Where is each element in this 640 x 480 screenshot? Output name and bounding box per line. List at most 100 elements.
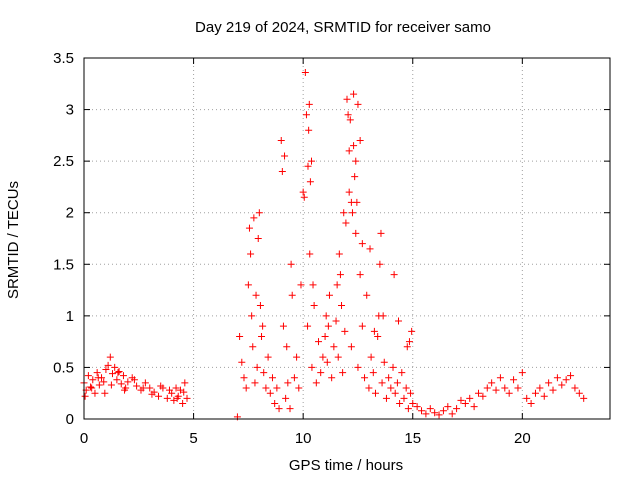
data-point	[366, 245, 374, 253]
data-point	[422, 410, 430, 418]
data-point	[88, 384, 96, 392]
data-point	[363, 291, 371, 299]
data-point	[305, 100, 313, 108]
data-point	[173, 394, 181, 402]
data-point	[376, 260, 384, 268]
data-point	[353, 198, 361, 206]
data-point	[324, 322, 332, 330]
data-point	[361, 374, 369, 382]
data-point	[130, 376, 138, 384]
data-point	[315, 338, 323, 346]
data-point	[345, 188, 353, 196]
data-point	[396, 400, 404, 408]
data-point	[404, 405, 412, 413]
data-point	[342, 219, 350, 227]
data-point	[400, 394, 408, 402]
data-point	[148, 390, 156, 398]
data-point	[571, 384, 579, 392]
data-point	[264, 353, 272, 361]
data-point	[179, 400, 187, 408]
data-point	[448, 410, 456, 418]
data-point	[244, 281, 252, 289]
data-point	[319, 353, 327, 361]
data-point	[496, 374, 504, 382]
data-point	[302, 111, 310, 119]
data-point	[236, 332, 244, 340]
data-point	[333, 281, 341, 289]
data-point	[347, 343, 355, 351]
y-tick-label: 1.5	[53, 256, 74, 273]
data-point	[275, 405, 283, 413]
data-point	[575, 389, 583, 397]
data-point	[146, 384, 154, 392]
data-point	[93, 369, 101, 377]
plot-frame	[83, 57, 611, 420]
x-axis-label: GPS time / hours	[289, 457, 403, 474]
data-point	[505, 389, 513, 397]
data-point	[435, 411, 443, 419]
data-point	[94, 374, 102, 382]
data-point	[321, 332, 329, 340]
data-point	[356, 137, 364, 145]
data-point	[100, 378, 108, 386]
data-point	[87, 383, 95, 391]
data-point	[369, 369, 377, 377]
data-point	[345, 147, 353, 155]
data-point	[304, 322, 312, 330]
data-points	[80, 68, 588, 421]
data-point	[380, 358, 388, 366]
data-point	[306, 178, 314, 186]
data-point	[141, 379, 149, 387]
x-tick-label: 0	[80, 430, 88, 447]
data-point	[389, 363, 397, 371]
chart-title: Day 219 of 2024, SRMTID for receiver sam…	[195, 19, 491, 36]
data-point	[106, 353, 114, 361]
data-point	[242, 384, 250, 392]
data-point	[286, 405, 294, 413]
data-point	[470, 403, 478, 411]
data-point	[562, 376, 570, 384]
data-point	[439, 407, 447, 415]
data-point	[466, 394, 474, 402]
data-point	[367, 353, 375, 361]
data-point	[352, 229, 360, 237]
data-point	[370, 327, 378, 335]
data-point	[540, 392, 548, 400]
data-point	[308, 363, 316, 371]
data-point	[523, 394, 531, 402]
data-point	[139, 384, 147, 392]
data-point	[293, 353, 301, 361]
data-point	[336, 271, 344, 279]
data-point	[165, 386, 173, 394]
data-point	[288, 291, 296, 299]
data-point	[387, 384, 395, 392]
data-point	[350, 90, 358, 98]
data-point	[344, 111, 352, 119]
data-point	[343, 95, 351, 103]
data-point	[377, 229, 385, 237]
data-point	[309, 281, 317, 289]
data-point	[378, 379, 386, 387]
data-point	[518, 369, 526, 377]
data-point	[163, 394, 171, 402]
data-point	[107, 381, 115, 389]
data-point	[352, 157, 360, 165]
data-point	[299, 188, 307, 196]
data-point	[488, 379, 496, 387]
data-point	[402, 384, 410, 392]
grid-lines	[84, 58, 610, 419]
data-point	[395, 317, 403, 325]
data-point	[558, 381, 566, 389]
data-point	[300, 193, 308, 201]
data-point	[172, 384, 180, 392]
data-point	[444, 403, 452, 411]
data-point	[180, 388, 188, 396]
data-point	[339, 369, 347, 377]
data-point	[95, 381, 103, 389]
data-point	[115, 368, 123, 376]
data-point	[553, 374, 561, 382]
data-point	[335, 250, 343, 258]
data-point	[457, 396, 465, 404]
data-point	[510, 376, 518, 384]
